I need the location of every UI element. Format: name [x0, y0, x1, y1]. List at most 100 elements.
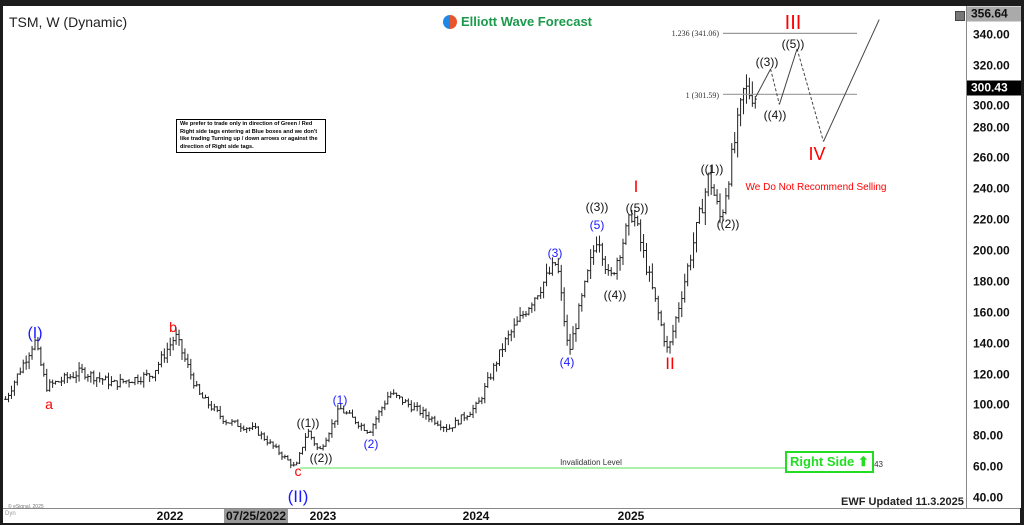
- price-bar: [456, 419, 460, 426]
- price-bar: [174, 327, 178, 345]
- price-bar: [368, 430, 372, 433]
- price-bar: [198, 383, 202, 396]
- price-bar: [162, 348, 166, 363]
- wave-label: (I): [27, 325, 42, 342]
- price-bar: [118, 374, 122, 388]
- price-bar: [627, 213, 631, 236]
- y-tick-label: 280.00: [973, 120, 1010, 135]
- price-bar: [597, 235, 601, 253]
- projection-path-segment: [778, 48, 798, 105]
- price-bar: [712, 184, 716, 196]
- price-bar: [239, 423, 243, 433]
- x-tick-label: 07/25/2022: [223, 509, 289, 523]
- wave-label: ((5)): [782, 37, 805, 51]
- price-bar: [442, 426, 446, 432]
- price-bars: [4, 74, 757, 469]
- price-bar: [609, 267, 613, 277]
- price-bar: [315, 443, 319, 451]
- price-bar: [589, 249, 593, 279]
- y-tick-label: 200.00: [973, 243, 1010, 258]
- price-bar: [495, 361, 499, 372]
- price-bar: [730, 143, 734, 187]
- price-chart: (I) a b c (II) ((1)) ((2)) (1) (2) (3) (…: [4, 12, 887, 506]
- price-bar: [398, 394, 402, 400]
- price-bar: [465, 415, 469, 421]
- price-bar: [130, 381, 134, 384]
- price-bar: [309, 430, 313, 440]
- price-bar: [753, 95, 757, 109]
- price-bar: [700, 198, 704, 214]
- price-bar: [62, 372, 66, 384]
- price-bar: [353, 416, 357, 425]
- price-bar: [268, 439, 272, 445]
- price-bar: [668, 340, 672, 354]
- price-bar: [747, 77, 751, 100]
- price-bar: [492, 362, 496, 381]
- price-bar: [742, 87, 746, 115]
- price-bar: [709, 165, 713, 195]
- price-bar: [83, 367, 87, 380]
- price-bar: [295, 461, 299, 466]
- wave-label: ((4)): [604, 288, 627, 302]
- price-bar: [139, 376, 143, 385]
- wave-label: III: [785, 12, 802, 34]
- price-bar: [615, 257, 619, 280]
- price-bar: [136, 374, 140, 385]
- price-bar: [542, 281, 546, 299]
- price-bar: [471, 404, 475, 419]
- plot-area[interactable]: (I) a b c (II) ((1)) ((2)) (1) (2) (3) (…: [3, 6, 966, 510]
- price-bar: [256, 426, 260, 436]
- price-bar: [515, 316, 519, 326]
- price-bar: [342, 405, 346, 414]
- logo-icon: [443, 14, 457, 29]
- price-bar: [645, 242, 649, 276]
- price-bar: [192, 372, 196, 389]
- price-bar: [436, 420, 440, 427]
- logo-text: Elliott Wave Forecast: [461, 14, 592, 29]
- price-bar: [154, 369, 158, 382]
- price-bar: [533, 297, 537, 312]
- price-bar: [289, 458, 293, 469]
- price-bar: [242, 425, 246, 431]
- price-bar: [324, 437, 328, 447]
- price-bar: [115, 380, 119, 390]
- price-bar: [536, 295, 540, 300]
- y-tick-label: 240.00: [973, 181, 1010, 196]
- price-bar: [683, 273, 687, 303]
- price-bar: [80, 363, 84, 373]
- price-bar: [433, 415, 437, 426]
- price-bar: [571, 326, 575, 350]
- price-bar: [159, 351, 163, 368]
- price-bar: [509, 329, 513, 342]
- wave-label: (2): [364, 437, 379, 451]
- price-bar: [689, 254, 693, 271]
- y-tick-label: 60.00: [973, 459, 1004, 474]
- settings-icon[interactable]: [955, 11, 965, 21]
- price-bar: [556, 257, 560, 274]
- price-bar: [189, 358, 193, 380]
- price-bar: [18, 367, 22, 376]
- price-bar: [224, 419, 228, 426]
- wave-label: ((3)): [756, 55, 779, 69]
- price-bar: [603, 255, 607, 274]
- price-bar: [680, 291, 684, 318]
- price-bar: [98, 372, 102, 383]
- price-bar: [421, 406, 425, 418]
- trading-note: We prefer to trade only in direction of …: [176, 119, 326, 153]
- y-tick-label: 220.00: [973, 212, 1010, 227]
- price-bar: [674, 316, 678, 339]
- wave-label: (5): [590, 218, 605, 232]
- wave-label: ((3)): [586, 200, 609, 214]
- price-axis[interactable]: 340.00 320.00 300.00 280.00 260.00 240.00 220.…: [966, 6, 1021, 508]
- fib-label-1: 1 (301.59): [686, 91, 720, 100]
- price-bar: [550, 257, 554, 276]
- price-bar: [592, 245, 596, 265]
- price-bar: [148, 373, 152, 383]
- chart-title: TSM, W (Dynamic): [9, 14, 128, 30]
- price-bar: [633, 209, 637, 227]
- price-bar: [559, 264, 563, 301]
- y-tick-label: 40.00: [973, 490, 1004, 505]
- price-bar: [89, 371, 93, 383]
- time-axis[interactable]: Dyn 2022 07/25/2022 2023 2024 2025: [3, 508, 1020, 523]
